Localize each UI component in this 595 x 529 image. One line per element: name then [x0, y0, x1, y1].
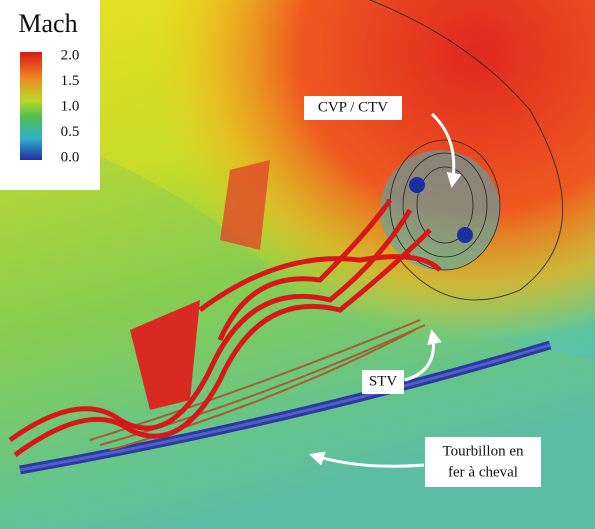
shock-region	[220, 160, 270, 250]
cvp-tubes	[8, 198, 442, 458]
colorbar-title: Mach	[18, 9, 77, 38]
arrow	[404, 329, 442, 382]
colorbar-tick-label: 0.0	[61, 149, 80, 165]
colorbar	[20, 52, 42, 160]
vortex-core	[409, 177, 425, 193]
annotation: fer à cheval	[448, 464, 518, 480]
shock-region	[130, 300, 200, 410]
label-box	[304, 96, 402, 120]
annotation: Tourbillon en	[442, 443, 524, 459]
vortex-core	[457, 227, 473, 243]
annotation: CVP / CTV	[318, 99, 388, 115]
colorbar-tick-label: 2.0	[61, 47, 80, 63]
horseshoe-vortex-tube	[19, 343, 551, 472]
label-box	[362, 370, 404, 394]
arrow	[309, 451, 425, 468]
annotation: STV	[369, 373, 398, 389]
label-box	[425, 437, 541, 487]
colorbar-tick-label: 0.5	[61, 124, 80, 140]
colorbar-tick-label: 1.0	[61, 98, 80, 114]
contour-lines	[369, 0, 564, 301]
colorbar-panel	[0, 0, 100, 190]
colorbar-tick-label: 1.5	[61, 73, 80, 89]
vortex-core	[380, 150, 500, 270]
arrow	[430, 112, 462, 188]
